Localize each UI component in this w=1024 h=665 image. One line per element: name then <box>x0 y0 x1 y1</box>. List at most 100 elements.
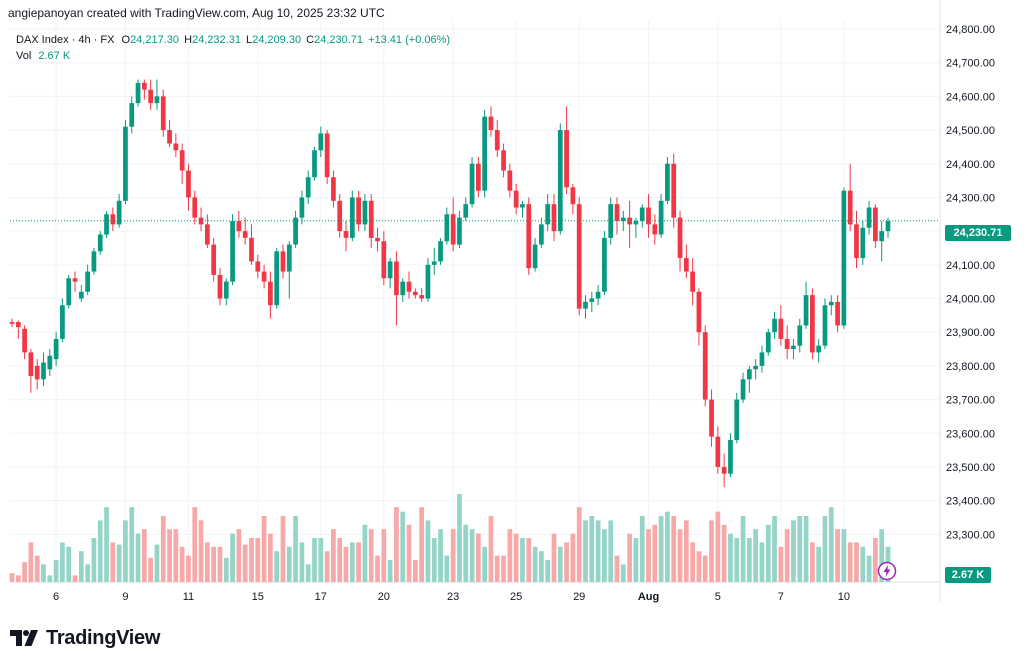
footer-brand[interactable]: TradingView <box>10 626 160 650</box>
candle-body <box>885 221 891 232</box>
volume-bar <box>249 538 254 582</box>
time-tick-label: 5 <box>715 591 721 603</box>
volume-bar <box>639 516 645 582</box>
low-value: 24,209.30 <box>252 34 302 46</box>
candle-body <box>690 271 695 292</box>
price-tick-label: 23,400.00 <box>946 496 995 508</box>
lightning-alert-icon[interactable] <box>877 561 897 581</box>
volume-bar <box>116 544 122 582</box>
candle-body <box>129 103 135 127</box>
volume-bar <box>652 524 658 582</box>
volume-bar <box>803 516 809 582</box>
volume-bar <box>85 564 90 582</box>
volume-bar <box>123 520 128 582</box>
candle-body <box>715 436 721 467</box>
volume-bar <box>438 529 443 582</box>
candle-body <box>349 197 355 238</box>
time-tick-label: 9 <box>122 591 128 603</box>
candle-body <box>97 234 103 252</box>
candle-body <box>110 214 116 225</box>
volume-bar <box>608 520 614 582</box>
candle-body <box>816 345 822 353</box>
candle-body <box>412 291 418 296</box>
candle-body <box>72 278 78 282</box>
volume-bar <box>475 533 481 582</box>
volume-bar <box>835 529 840 582</box>
candle-body <box>223 281 229 299</box>
volume-bar <box>860 546 866 582</box>
candle-body <box>583 301 588 309</box>
last-volume-tag: 2.67 K <box>945 567 991 583</box>
volume-bar <box>879 529 885 582</box>
candle-body <box>41 362 46 380</box>
volume-bar <box>690 542 695 582</box>
volume-bar <box>488 516 494 582</box>
candle-body <box>186 170 191 198</box>
volume-bar <box>299 542 305 582</box>
volume-bar <box>160 516 166 582</box>
price-tick-label: 23,600.00 <box>946 428 995 440</box>
volume-bar <box>331 529 336 582</box>
volume-bar <box>104 507 109 582</box>
time-tick-label: 11 <box>183 591 194 603</box>
candle-body <box>728 439 733 474</box>
volume-bar <box>627 533 632 582</box>
volume-bar <box>828 507 834 582</box>
volume-bar <box>66 546 72 582</box>
volume-bar <box>419 507 425 582</box>
candle-body <box>362 200 368 225</box>
volume-bar <box>715 511 721 582</box>
volume-bar <box>457 494 462 582</box>
candle-body <box>463 204 469 218</box>
volume-bar <box>564 542 569 582</box>
volume-bar <box>261 516 267 582</box>
candle-body <box>860 227 866 259</box>
candle-body <box>318 133 324 151</box>
candle-body <box>312 150 317 178</box>
volume-bar <box>602 529 607 582</box>
candle-body <box>22 328 27 353</box>
symbol-label[interactable]: DAX Index · 4h · FX <box>16 34 115 46</box>
volume-bar <box>154 544 160 582</box>
candle-body <box>15 322 21 328</box>
candle-body <box>324 133 330 178</box>
candle-body <box>879 231 885 242</box>
candle-body <box>249 237 254 262</box>
candle-body <box>305 177 311 198</box>
volume-bar <box>205 542 210 582</box>
volume-bar <box>482 546 488 582</box>
time-tick-label: Aug <box>638 591 659 603</box>
price-tick-label: 24,400.00 <box>946 159 995 171</box>
candle-body <box>539 224 544 245</box>
candle-body <box>778 318 784 339</box>
candle-body <box>671 163 677 218</box>
candle-body <box>375 237 380 242</box>
high-value: 24,232.31 <box>192 34 241 46</box>
candle-body <box>135 82 141 104</box>
candle-body <box>595 291 601 299</box>
open-value: 24,217.30 <box>130 34 179 46</box>
time-tick-label: 17 <box>315 591 327 603</box>
time-tick-label: 15 <box>252 591 264 603</box>
price-tick-label: 23,800.00 <box>946 361 995 373</box>
volume-bar <box>633 538 639 582</box>
candle-body <box>356 197 361 225</box>
candle-body <box>665 163 670 201</box>
price-axis: 24,800.00 24,700.00 24,600.00 24,500.00 24,4… <box>946 24 995 541</box>
candle-body <box>167 130 172 144</box>
candle-body <box>488 116 494 131</box>
volume-label[interactable]: Vol <box>16 50 32 62</box>
volume-bars <box>9 494 891 582</box>
time-tick-label: 6 <box>53 591 59 603</box>
candle-body <box>614 204 620 222</box>
volume-bar <box>469 529 475 582</box>
candle-body <box>198 217 204 225</box>
candle-body <box>520 204 525 208</box>
candle-body <box>557 130 563 232</box>
candle-body <box>160 96 166 131</box>
candle-body <box>230 221 235 282</box>
volume-bar <box>702 555 708 582</box>
candle-body <box>85 271 90 292</box>
candle-body <box>746 369 752 380</box>
